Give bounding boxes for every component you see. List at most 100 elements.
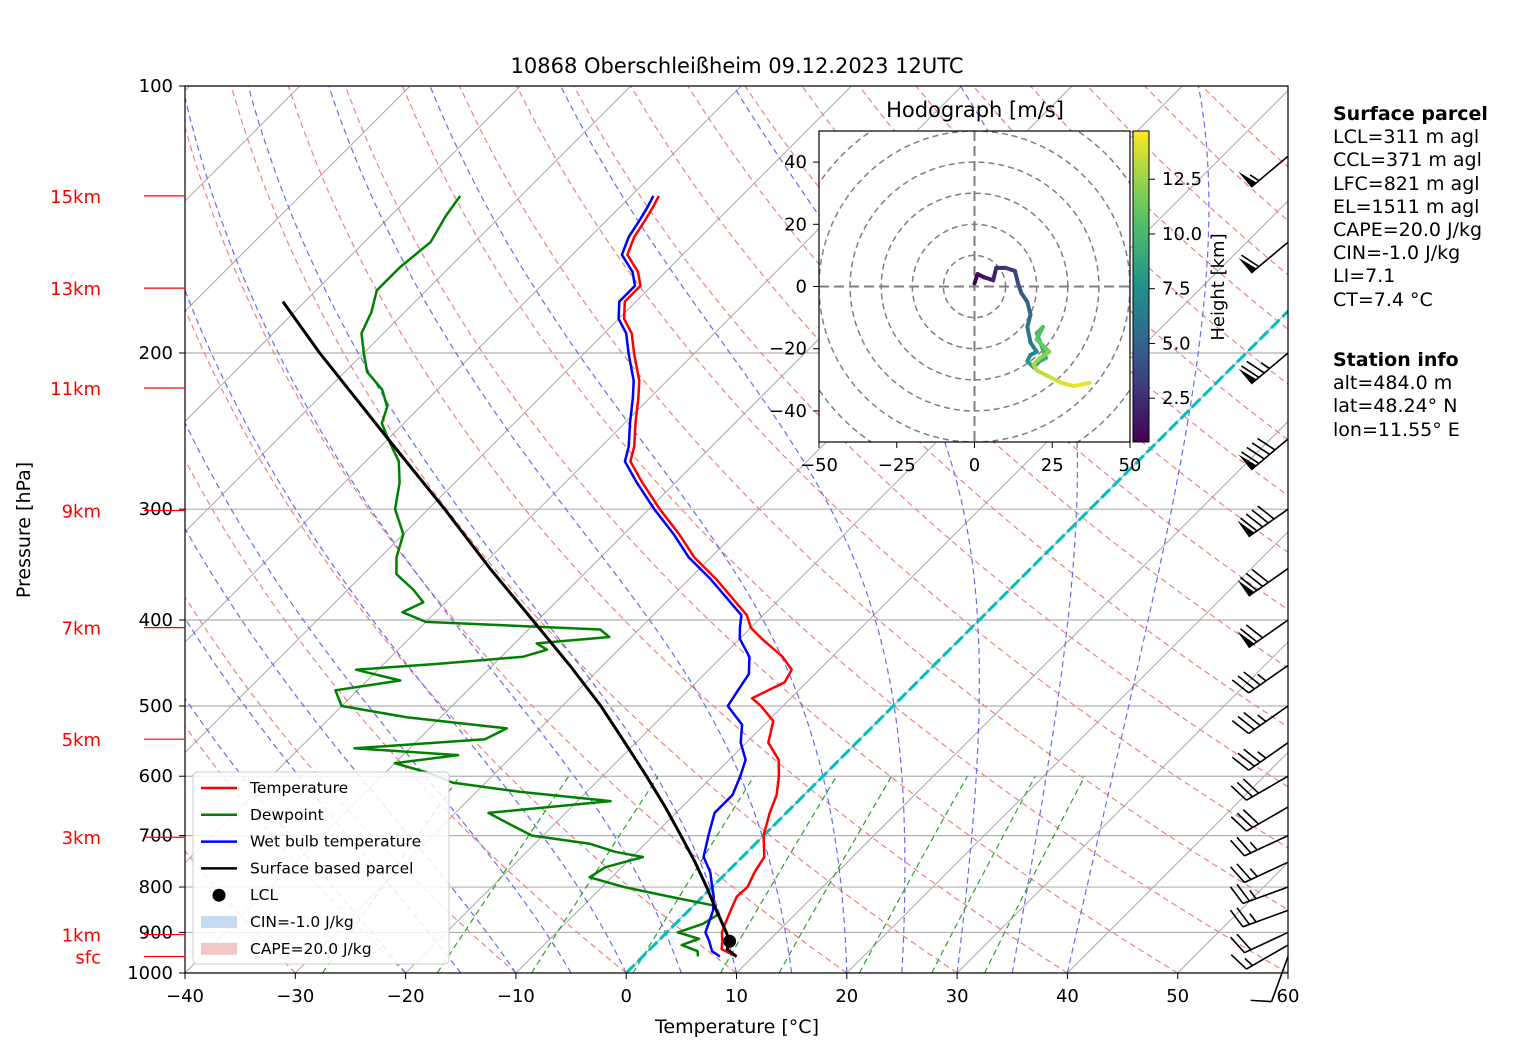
height-label: 1km — [62, 926, 101, 947]
legend-cin: CIN=-1.0 J/kg — [201, 913, 354, 931]
station-info-heading: Station info — [1333, 349, 1459, 371]
hodo-y-tick-label: 20 — [784, 214, 807, 235]
wind-barb — [1230, 944, 1289, 970]
mixing-ratio-line — [858, 775, 968, 973]
station-lon: lon=11.55° E — [1333, 418, 1460, 441]
wind-barb — [1238, 155, 1289, 188]
y-tick-label: 300 — [139, 499, 173, 520]
mixing-ratio-line — [436, 775, 570, 973]
wind-barb — [1237, 567, 1289, 597]
y-tick-label: 100 — [139, 76, 173, 97]
x-tick-label: 30 — [946, 986, 969, 1007]
parcel-line — [281, 300, 738, 958]
isotherm-line — [1067, 751, 1288, 973]
y-tick-label: 500 — [139, 696, 173, 717]
isotherm-line — [956, 641, 1288, 973]
moist-adiabat — [429, 86, 848, 973]
moist-adiabat — [185, 94, 682, 973]
x-tick-label: −20 — [387, 986, 425, 1007]
wind-barb — [1231, 664, 1289, 694]
hodograph-segment — [1012, 268, 1021, 286]
parcel-ct: CT=7.4 °C — [1333, 288, 1433, 311]
wind-barb — [1238, 437, 1289, 471]
parcel-cin: CIN=-1.0 J/kg — [1333, 242, 1461, 265]
wind-barb — [1230, 806, 1289, 832]
moist-adiabat — [185, 527, 517, 973]
moist-adiabat — [185, 288, 627, 973]
hodo-x-tick-label: 50 — [1119, 455, 1142, 476]
mixing-ratio-line — [984, 775, 1086, 973]
legend-label: Temperature — [249, 779, 348, 797]
hodograph-rings — [819, 131, 1130, 442]
x-tick-label: 0 — [620, 986, 631, 1007]
wind-barb — [1237, 505, 1289, 538]
wind-barb — [1229, 907, 1289, 928]
dry-adiabat — [185, 458, 627, 973]
height-label: sfc — [75, 947, 101, 968]
isotherm-line — [185, 86, 742, 643]
x-tick-label: −30 — [276, 986, 314, 1007]
colorbar-tick-label: 10.0 — [1162, 224, 1202, 245]
moist-adiabat — [1066, 86, 1210, 973]
isotherm-line — [515, 200, 1288, 973]
parcel-ccl: CCL=371 m agl — [1333, 149, 1482, 172]
parcel-lcl: LCL=311 m agl — [1333, 126, 1480, 149]
isotherm-line — [185, 86, 521, 423]
hodo-y-tick-label: 0 — [796, 277, 807, 298]
dry-adiabat — [185, 307, 737, 973]
station-info-panel: Station info alt=484.0 m lat=48.24° N lo… — [1333, 349, 1460, 442]
hodo-x-tick-label: 0 — [969, 455, 980, 476]
parcel-li: LI=7.1 — [1333, 265, 1396, 288]
height-label: 13km — [50, 279, 101, 300]
height-label: 3km — [62, 828, 101, 849]
hodograph-trace — [972, 265, 1092, 389]
wind-barbs — [1229, 155, 1289, 1003]
x-tick-label: 20 — [835, 986, 858, 1007]
legend-label: CIN=-1.0 J/kg — [250, 913, 354, 931]
dry-adiabat — [185, 125, 848, 973]
dry-adiabat — [458, 86, 1288, 911]
moist-adiabat — [247, 86, 738, 973]
wind-barb — [1230, 775, 1289, 801]
mixing-ratio-line — [719, 775, 838, 973]
hodograph-segment — [1025, 312, 1033, 329]
hodo-y-tick-label: 40 — [784, 152, 807, 173]
moist-adiabat — [560, 86, 906, 973]
surface-parcel-heading: Surface parcel — [1333, 103, 1488, 125]
mixing-ratio-line — [778, 775, 893, 973]
dry-adiabat — [230, 86, 958, 973]
height-label: 9km — [62, 501, 101, 522]
legend-dewpoint: Dewpoint — [201, 806, 324, 824]
mixing-ratio-line — [632, 775, 755, 973]
hodograph-segment — [1034, 368, 1052, 379]
hodo-y-tick-label: −40 — [769, 401, 807, 422]
wind-barb — [1230, 931, 1289, 954]
wind-barb — [1231, 742, 1289, 771]
height-label: 15km — [50, 187, 101, 208]
isotherm-line — [185, 86, 632, 533]
moist-adiabat — [328, 86, 793, 973]
legend-parcel: Surface based parcel — [201, 859, 413, 877]
x-tick-label: −40 — [166, 986, 204, 1007]
dry-adiabat — [185, 725, 407, 973]
dry-adiabat — [344, 86, 1179, 973]
parcel-el: EL=1511 m agl — [1333, 195, 1480, 218]
hodo-x-tick-label: −25 — [878, 455, 916, 476]
hodograph-segment — [1025, 300, 1033, 317]
height-label: 11km — [50, 379, 101, 400]
moist-adiabat — [185, 421, 572, 973]
hodo-x-tick-label: 25 — [1041, 455, 1064, 476]
legend-label: Dewpoint — [250, 806, 324, 824]
x-tick-label: 10 — [725, 986, 748, 1007]
hodograph-inset: −50 −25 0 25 50 40 20 0 −20 −40 Hodograph [m/s] 2… — [769, 98, 1229, 476]
legend-label: Wet bulb temperature — [250, 833, 421, 851]
temperature-line — [622, 195, 793, 958]
legend-label: CAPE=20.0 J/kg — [250, 940, 372, 958]
y-tick-label: 600 — [139, 766, 173, 787]
station-lat: lat=48.24° N — [1333, 395, 1458, 418]
wind-barb — [1250, 956, 1289, 1003]
hodograph-axes: −50 −25 0 25 50 40 20 0 −20 −40 — [769, 152, 1141, 476]
hodograph-title: Hodograph [m/s] — [886, 98, 1064, 122]
mixing-ratio-line — [530, 775, 659, 973]
